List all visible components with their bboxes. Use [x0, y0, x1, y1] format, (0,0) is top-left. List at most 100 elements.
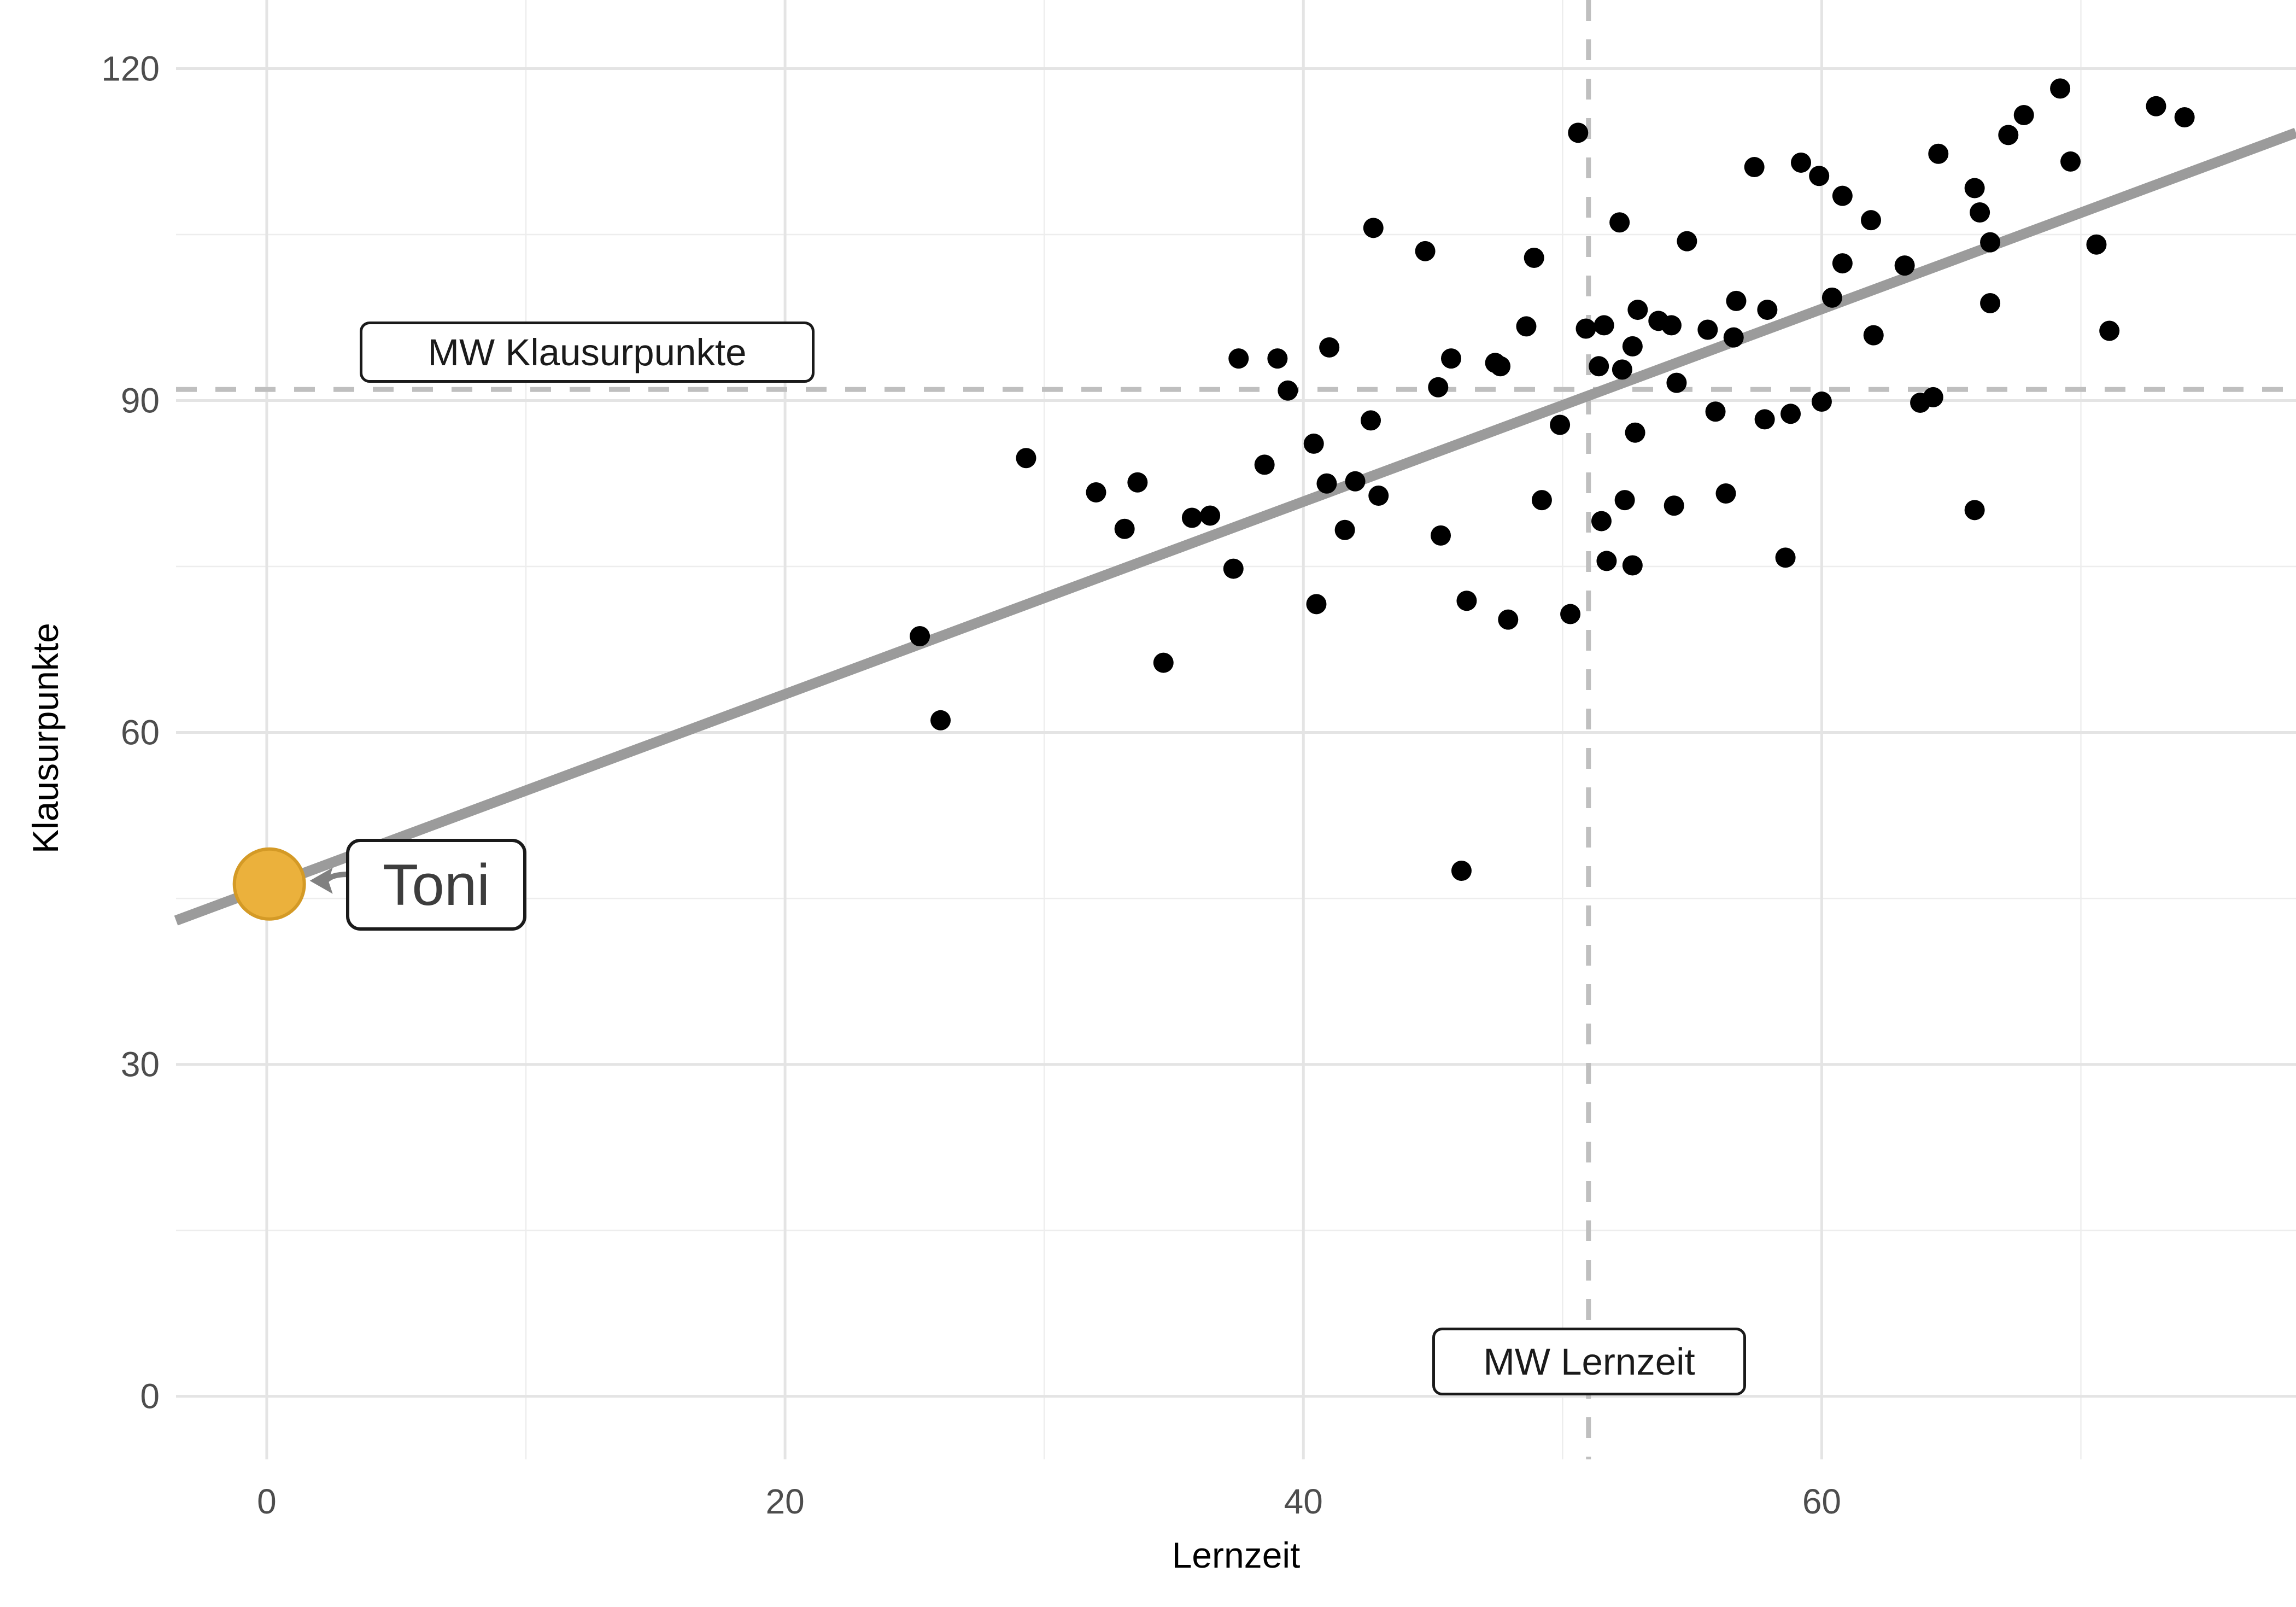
data-point[interactable] [1894, 255, 1915, 276]
data-point[interactable] [1980, 232, 2001, 253]
data-point[interactable] [1622, 555, 1643, 576]
scatter-points [910, 78, 2195, 881]
data-point[interactable] [1114, 518, 1135, 539]
data-point[interactable] [1550, 414, 1571, 435]
major-gridlines [176, 0, 2296, 1459]
data-point[interactable] [1531, 490, 1552, 511]
data-point[interactable] [1666, 372, 1687, 393]
data-point[interactable] [1316, 473, 1337, 494]
data-point[interactable] [1086, 482, 1106, 502]
data-point[interactable] [1361, 410, 1381, 431]
data-point[interactable] [1791, 152, 1812, 173]
data-point[interactable] [1744, 157, 1765, 178]
data-point[interactable] [1612, 359, 1632, 380]
data-point[interactable] [1627, 300, 1648, 320]
data-point[interactable] [1560, 604, 1581, 624]
data-point[interactable] [1928, 143, 1949, 164]
data-point[interactable] [1757, 300, 1778, 320]
data-point[interactable] [2174, 107, 2195, 127]
data-point[interactable] [2099, 320, 2120, 341]
data-point[interactable] [1485, 353, 1506, 373]
data-point[interactable] [1661, 315, 1682, 336]
data-point[interactable] [1596, 551, 1617, 571]
data-point[interactable] [1415, 241, 1436, 261]
data-point[interactable] [1780, 404, 1801, 424]
data-point[interactable] [1516, 316, 1537, 337]
data-point[interactable] [1591, 511, 1612, 531]
data-point[interactable] [1715, 483, 1736, 504]
x-tick-labels: 0 20 40 60 [257, 1482, 1841, 1521]
data-point[interactable] [1153, 652, 1174, 673]
data-point[interactable] [1821, 287, 1842, 308]
data-point[interactable] [2050, 78, 2071, 99]
data-point[interactable] [1622, 336, 1643, 357]
data-point[interactable] [1498, 609, 1519, 630]
mw-klausurpunkte-label: MW Klausurpunkte [360, 322, 815, 383]
mw-lernzeit-label-text: MW Lernzeit [1483, 1340, 1695, 1383]
data-point[interactable] [1998, 125, 2019, 145]
data-point[interactable] [1964, 500, 1985, 521]
regression-line [174, 127, 2296, 926]
data-point[interactable] [1440, 348, 1461, 369]
data-point[interactable] [1809, 166, 1830, 186]
data-point[interactable] [1614, 490, 1635, 511]
data-point[interactable] [1228, 348, 1249, 369]
data-point[interactable] [1016, 448, 1036, 469]
data-point[interactable] [1524, 247, 1544, 268]
data-point[interactable] [1863, 325, 1884, 346]
data-point[interactable] [1127, 472, 1148, 493]
data-point[interactable] [1723, 327, 1744, 348]
data-point[interactable] [1431, 525, 1451, 546]
data-point[interactable] [2086, 234, 2107, 255]
data-point[interactable] [1319, 337, 1340, 358]
data-point[interactable] [930, 710, 951, 731]
data-point[interactable] [1303, 433, 1324, 454]
toni-point[interactable] [232, 847, 306, 921]
data-point[interactable] [1697, 319, 1718, 340]
data-point[interactable] [1181, 507, 1202, 528]
data-point[interactable] [1451, 860, 1472, 881]
regression-line-segment [174, 127, 2296, 926]
data-point[interactable] [1923, 387, 1943, 407]
data-point[interactable] [1363, 218, 1384, 238]
data-point[interactable] [1625, 422, 1645, 443]
y-tick-label: 60 [121, 713, 160, 752]
data-point[interactable] [1345, 471, 1366, 492]
data-point[interactable] [1775, 547, 1796, 568]
data-point[interactable] [2060, 151, 2081, 172]
data-point[interactable] [1306, 594, 1327, 615]
data-point[interactable] [1811, 391, 1832, 412]
data-point[interactable] [1568, 122, 1589, 143]
data-point[interactable] [1677, 231, 1697, 252]
mw-klausurpunkte-label-text: MW Klausurpunkte [427, 331, 747, 373]
data-point[interactable] [1754, 409, 1775, 430]
data-point[interactable] [1254, 454, 1275, 475]
data-point[interactable] [2013, 104, 2034, 125]
data-point[interactable] [1575, 318, 1596, 339]
data-point[interactable] [1970, 202, 1990, 223]
data-point[interactable] [1334, 519, 1355, 540]
data-point[interactable] [1664, 495, 1684, 516]
toni-highlight-point[interactable] [232, 847, 306, 921]
data-point[interactable] [1705, 401, 1726, 422]
data-point[interactable] [1278, 380, 1298, 401]
data-point[interactable] [1964, 178, 1985, 198]
x-tick-label: 0 [257, 1482, 277, 1521]
data-point[interactable] [1223, 558, 1244, 579]
data-point[interactable] [1267, 348, 1288, 369]
data-point[interactable] [1726, 290, 1747, 311]
data-point[interactable] [1200, 505, 1221, 526]
data-point[interactable] [1368, 486, 1389, 506]
data-point[interactable] [1589, 356, 1609, 377]
data-point[interactable] [1861, 210, 1882, 231]
data-point[interactable] [1609, 212, 1630, 233]
data-point[interactable] [1594, 315, 1614, 336]
data-point[interactable] [1980, 293, 2001, 313]
data-point[interactable] [1456, 591, 1477, 611]
data-point[interactable] [1832, 185, 1853, 206]
data-point[interactable] [1428, 377, 1449, 398]
data-point[interactable] [910, 626, 930, 647]
data-point[interactable] [1832, 253, 1853, 274]
data-point[interactable] [2146, 96, 2166, 116]
